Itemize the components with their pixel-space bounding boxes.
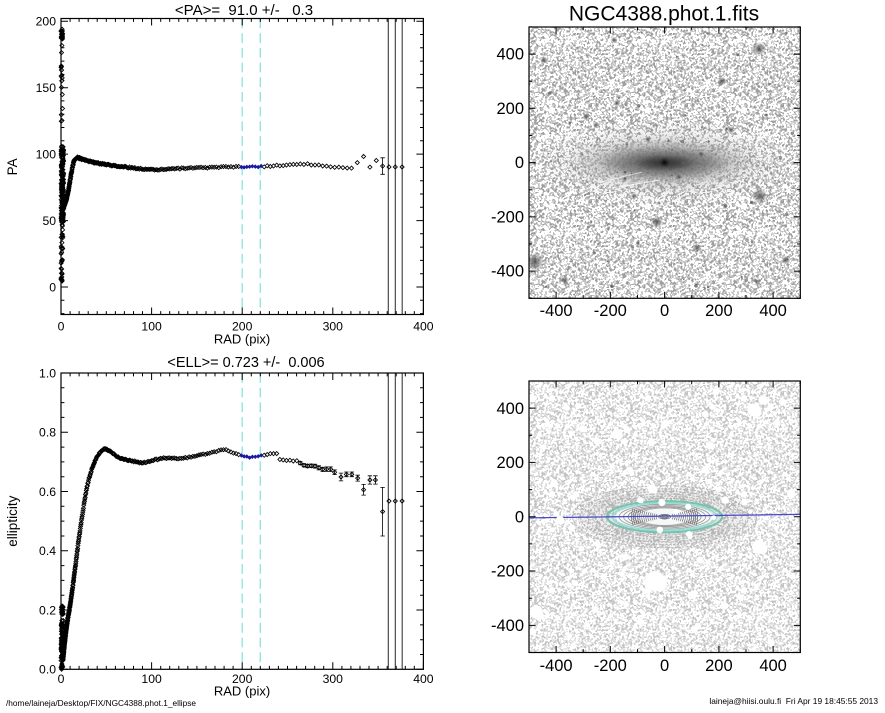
svg-text:-400: -400 (540, 657, 573, 675)
svg-text:PA: PA (5, 158, 20, 175)
svg-text:50: 50 (42, 214, 56, 228)
svg-text:RAD (pix): RAD (pix) (214, 684, 270, 699)
svg-text:200: 200 (36, 15, 57, 29)
svg-text:100: 100 (141, 320, 162, 334)
svg-text:-400: -400 (491, 263, 524, 281)
svg-text:0: 0 (515, 154, 524, 172)
svg-text:-200: -200 (594, 657, 627, 675)
svg-text:200: 200 (232, 320, 253, 334)
svg-text:-400: -400 (491, 617, 524, 635)
svg-text:200: 200 (496, 100, 524, 118)
svg-text:300: 300 (323, 672, 344, 686)
svg-text:ellipticity: ellipticity (5, 495, 20, 546)
svg-text:400: 400 (759, 302, 787, 320)
svg-text:-200: -200 (594, 302, 627, 320)
svg-text:0: 0 (660, 302, 669, 320)
svg-text:0.8: 0.8 (39, 426, 56, 440)
svg-text:<ELL>= 0.723 +/- 0.006: <ELL>= 0.723 +/- 0.006 (167, 355, 324, 371)
svg-text:300: 300 (323, 320, 344, 334)
svg-text:0: 0 (660, 657, 669, 675)
svg-text:400: 400 (496, 46, 524, 64)
svg-text:200: 200 (705, 302, 733, 320)
svg-text:laineja@hiisi.oulu.fi Fri Apr: laineja@hiisi.oulu.fi Fri Apr 19 18:45:5… (709, 696, 878, 706)
svg-text:0.4: 0.4 (39, 544, 56, 558)
svg-text:RAD (pix): RAD (pix) (214, 332, 270, 347)
svg-text:-200: -200 (491, 209, 524, 227)
svg-text:-200: -200 (491, 563, 524, 581)
svg-text:400: 400 (413, 672, 434, 686)
svg-text:<PA>= 91.0 +/- 0.3: <PA>= 91.0 +/- 0.3 (175, 2, 313, 19)
svg-text:1.0: 1.0 (39, 366, 56, 380)
svg-text:-400: -400 (540, 302, 573, 320)
svg-text:0: 0 (58, 672, 65, 686)
svg-text:NGC4388.phot.1.fits: NGC4388.phot.1.fits (569, 3, 759, 26)
svg-text:0: 0 (515, 508, 524, 526)
svg-text:0.6: 0.6 (39, 485, 56, 499)
svg-text:100: 100 (36, 147, 57, 161)
svg-text:/home/laineja/Desktop/FIX/NGC4: /home/laineja/Desktop/FIX/NGC4388.phot.1… (6, 698, 196, 708)
svg-text:200: 200 (705, 657, 733, 675)
svg-text:400: 400 (496, 400, 524, 418)
svg-text:400: 400 (413, 320, 434, 334)
svg-text:100: 100 (141, 672, 162, 686)
svg-text:0.0: 0.0 (39, 663, 56, 677)
svg-text:0.2: 0.2 (39, 603, 56, 617)
svg-text:200: 200 (232, 672, 253, 686)
svg-text:150: 150 (36, 81, 57, 95)
svg-text:0: 0 (58, 320, 65, 334)
svg-text:0: 0 (49, 280, 56, 294)
svg-text:400: 400 (759, 657, 787, 675)
svg-text:200: 200 (496, 454, 524, 472)
